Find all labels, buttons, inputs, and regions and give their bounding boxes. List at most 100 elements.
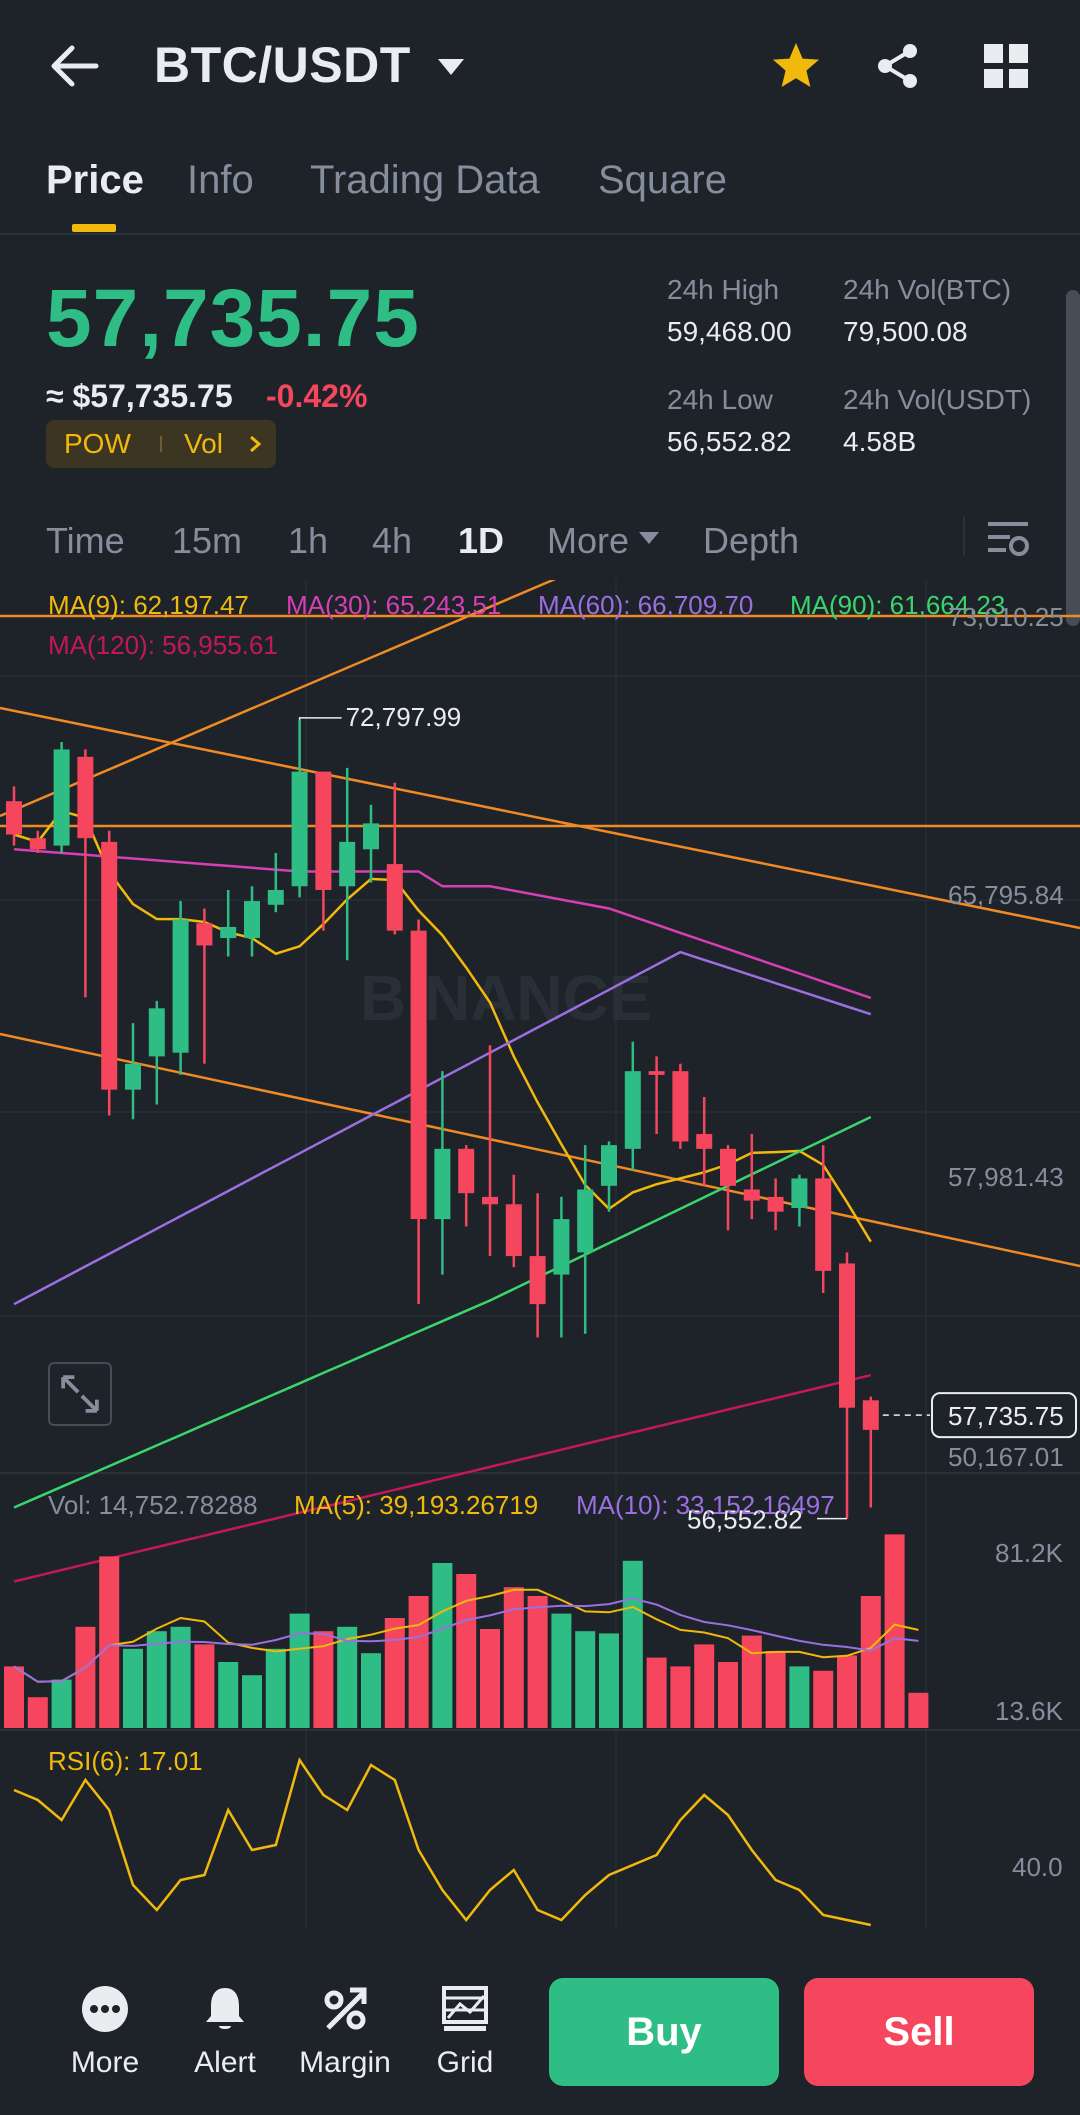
margin-tool[interactable]: Margin [290, 1984, 400, 2080]
candle-body [529, 1256, 546, 1305]
share-icon[interactable] [874, 42, 922, 90]
candle-body [172, 919, 189, 1053]
candle-body [315, 771, 332, 890]
price-axis-label: 57,981.43 [948, 1162, 1064, 1192]
candle-body [29, 838, 46, 850]
candle-body [196, 923, 213, 946]
volume-bar [884, 1534, 905, 1728]
buy-button[interactable]: Buy [549, 1978, 779, 2086]
interval-divider [963, 516, 965, 556]
high-value: 59,468.00 [667, 316, 792, 347]
pair-title[interactable]: BTC/USDT [154, 37, 411, 93]
volume-bar [99, 1556, 120, 1728]
volume-axis-label: 81.2K [995, 1538, 1063, 1568]
vol-ma10-legend: MA(10): 33,152.16497 [576, 1490, 835, 1520]
vol-ma5-legend: MA(5): 39,193.26719 [294, 1490, 539, 1520]
candle-body [410, 930, 427, 1220]
price-change: -0.42% [266, 378, 368, 414]
volume-bar [4, 1666, 24, 1728]
caret-down-icon[interactable] [436, 56, 466, 78]
interval-depth[interactable]: Depth [703, 520, 800, 561]
rsi-line [13, 1757, 872, 1927]
price-usd: ≈ $57,735.75 [46, 378, 233, 414]
tab-trading-data[interactable]: Trading Data [310, 158, 540, 202]
candle-body [363, 823, 379, 850]
interval-more[interactable]: More [547, 520, 630, 561]
price-chart[interactable]: BINANCE 72,797.99 56,552.82 57,735.75 [0, 580, 1080, 1940]
volume-bar [741, 1635, 762, 1728]
volume-bar [456, 1574, 477, 1728]
interval-4h[interactable]: 4h [372, 520, 413, 561]
candle-body [672, 1071, 689, 1142]
candle-body [839, 1263, 855, 1408]
volume-bar [408, 1596, 429, 1728]
volume-bar [265, 1648, 286, 1728]
bottom-action-bar: More Alert Margin Grid Buy Sell [0, 1950, 1080, 2115]
volume-bar [51, 1679, 72, 1728]
volume-bar [575, 1631, 596, 1728]
volume-bar [599, 1633, 619, 1728]
vol-legend: Vol: 14,752.78288 [48, 1490, 258, 1520]
tags-chip[interactable]: POW Vol [46, 420, 276, 468]
volume-bar [646, 1657, 667, 1728]
sell-button[interactable]: Sell [804, 1978, 1034, 2086]
interval-1h[interactable]: 1h [288, 520, 329, 561]
volume-bar [551, 1613, 572, 1728]
volume-bar [908, 1692, 929, 1728]
tab-bar: Price Info Trading Data Square [0, 150, 1080, 235]
more-tool[interactable]: More [50, 1984, 160, 2080]
trend-line [0, 706, 1080, 930]
candle-body [601, 1145, 617, 1186]
vol-btc-value: 79,500.08 [843, 316, 968, 347]
volume-bar [361, 1653, 381, 1728]
candle-body [767, 1196, 784, 1212]
candle-body [720, 1148, 736, 1186]
more-dots-icon [82, 1986, 128, 2032]
grid-icon[interactable] [984, 44, 1028, 88]
candle-body [862, 1400, 879, 1430]
tab-info[interactable]: Info [187, 158, 254, 202]
star-icon[interactable] [770, 40, 822, 92]
top-header: BTC/USDT [0, 0, 1080, 136]
last-price: 57,735.75 [46, 273, 420, 364]
rsi-axis-label: 40.0 [1012, 1852, 1063, 1882]
back-arrow-icon[interactable] [48, 44, 100, 88]
volume-bar [194, 1644, 215, 1728]
chart-settings-icon[interactable] [986, 516, 1030, 560]
candle-body [291, 771, 308, 887]
last-price-label: 57,735.75 [948, 1401, 1064, 1431]
volume-bar [146, 1631, 167, 1728]
tag-pow: POW [64, 428, 131, 459]
alert-tool[interactable]: Alert [170, 1984, 280, 2080]
candle-body [386, 864, 403, 931]
candle-body [125, 1063, 141, 1090]
caret-down-icon [639, 532, 659, 544]
candle-body [6, 801, 22, 835]
interval-1d[interactable]: 1D [458, 520, 505, 561]
price-axis-label: 73,610.25 [948, 602, 1064, 632]
ma120-legend: MA(120): 56,955.61 [48, 630, 278, 660]
high-marker-label: 72,797.99 [346, 702, 462, 732]
low-value: 56,552.82 [667, 426, 792, 457]
low-marker-label: 56,552.82 [687, 1505, 803, 1535]
volume-bar [503, 1587, 524, 1728]
price-axis-label: 65,795.84 [948, 880, 1064, 910]
candle-body [148, 1008, 165, 1057]
candle-body [482, 1196, 498, 1205]
expand-chart-button[interactable] [48, 1362, 112, 1426]
grid-label: Grid [436, 2046, 494, 2079]
watermark: BINANCE [360, 962, 652, 1034]
candle-body [577, 1189, 594, 1253]
volume-ma5-line [13, 1588, 919, 1683]
tab-price[interactable]: Price [46, 158, 144, 202]
vol-usdt-label: 24h Vol(USDT) [843, 384, 1032, 415]
interval-15m[interactable]: 15m [172, 520, 243, 561]
tab-square[interactable]: Square [598, 158, 727, 202]
ma30-line [13, 848, 872, 1000]
grid-tool[interactable]: Grid [410, 1984, 520, 2080]
interval-time[interactable]: Time [46, 520, 125, 561]
candle-body [77, 756, 94, 839]
candle-body [553, 1219, 570, 1275]
volume-bar [765, 1651, 786, 1728]
scrollbar[interactable] [1066, 290, 1080, 626]
